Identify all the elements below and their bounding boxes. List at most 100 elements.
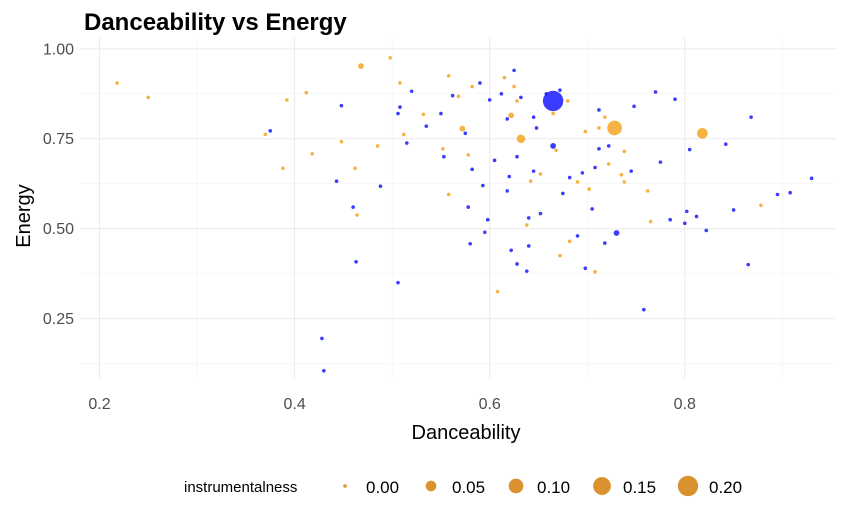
data-point — [583, 129, 588, 134]
data-point — [704, 228, 709, 233]
data-point — [320, 336, 324, 341]
data-point — [619, 172, 624, 177]
data-point — [632, 104, 636, 109]
data-point — [508, 112, 515, 119]
data-point — [575, 180, 580, 184]
data-point — [446, 192, 451, 197]
legend-items: 0.00 0.05 0.10 0.15 0.20 — [343, 475, 742, 497]
data-point — [653, 90, 658, 94]
data-point — [424, 124, 429, 128]
data-point — [593, 165, 597, 170]
legend-size-key — [677, 475, 699, 497]
data-point — [603, 115, 607, 119]
data-point — [629, 169, 633, 173]
data-point — [351, 205, 355, 209]
legend-label: 0.15 — [623, 478, 656, 497]
data-point — [622, 149, 627, 154]
x-axis-ticks: 0.2 0.4 0.6 0.8 — [88, 396, 696, 413]
data-point — [281, 166, 285, 171]
data-point — [538, 172, 543, 176]
data-point — [642, 307, 646, 312]
data-point — [285, 98, 289, 102]
data-point — [485, 217, 490, 222]
y-axis-ticks: 0.25 0.50 0.75 1.00 — [43, 41, 74, 328]
legend: instrumentalness 0.00 0.05 0.10 0.15 0.20 — [184, 475, 742, 497]
data-point — [502, 75, 507, 80]
data-point — [304, 90, 309, 95]
legend-size-key — [593, 477, 611, 495]
data-point — [606, 144, 611, 148]
data-point — [487, 98, 492, 102]
data-point — [505, 117, 510, 121]
data-point — [519, 95, 523, 100]
y-tick-label: 1.00 — [43, 41, 74, 58]
data-point — [146, 95, 151, 100]
data-point — [339, 139, 344, 144]
data-point — [466, 153, 471, 157]
data-point — [404, 141, 409, 145]
data-point — [645, 189, 650, 193]
data-point — [684, 209, 689, 214]
data-point — [388, 55, 393, 60]
data-point — [538, 211, 543, 216]
data-point — [507, 174, 512, 179]
y-tick-label: 0.50 — [43, 221, 74, 238]
data-point — [597, 108, 601, 112]
y-tick-label: 0.75 — [43, 131, 74, 148]
data-point — [459, 125, 466, 132]
data-point — [310, 152, 314, 156]
data-point — [528, 179, 533, 183]
data-point — [723, 142, 728, 146]
data-point — [516, 134, 526, 144]
legend-size-key — [343, 484, 347, 488]
data-point — [809, 176, 814, 181]
data-point — [439, 111, 443, 116]
data-point — [775, 192, 780, 197]
data-point — [398, 105, 402, 109]
data-point — [731, 208, 736, 212]
legend-size-key — [425, 480, 437, 492]
data-point — [683, 221, 687, 226]
data-point — [648, 219, 653, 224]
data-point — [697, 128, 708, 139]
data-point — [268, 129, 273, 133]
data-point — [353, 166, 357, 171]
data-point — [463, 131, 468, 136]
data-point — [441, 147, 445, 151]
x-tick-label: 0.4 — [283, 396, 305, 413]
data-point — [505, 189, 510, 193]
data-point — [565, 99, 570, 103]
data-point — [558, 253, 562, 258]
x-tick-label: 0.2 — [88, 396, 110, 413]
data-point — [597, 147, 601, 151]
data-point — [606, 162, 611, 166]
data-point — [470, 167, 474, 172]
data-point — [442, 154, 446, 159]
data-point — [567, 239, 572, 244]
data-point — [396, 111, 400, 116]
data-point — [483, 230, 487, 235]
data-point — [396, 280, 400, 285]
data-point — [499, 91, 504, 96]
data-point — [509, 248, 513, 253]
chart-title: Danceability vs Energy — [84, 9, 347, 36]
data-point — [668, 217, 672, 222]
data-point — [375, 144, 380, 148]
data-point — [355, 213, 359, 217]
data-point — [515, 262, 519, 266]
data-point — [531, 169, 536, 173]
data-point — [590, 207, 594, 211]
data-point — [402, 132, 406, 137]
data-point — [322, 369, 326, 373]
data-point — [558, 88, 562, 92]
data-point — [746, 262, 751, 267]
data-point — [694, 214, 699, 219]
data-point — [446, 73, 451, 78]
data-point — [450, 93, 455, 98]
data-point — [580, 171, 585, 175]
data-point — [524, 269, 529, 273]
data-point — [658, 160, 663, 164]
x-tick-label: 0.6 — [479, 396, 501, 413]
data-point — [587, 187, 592, 191]
